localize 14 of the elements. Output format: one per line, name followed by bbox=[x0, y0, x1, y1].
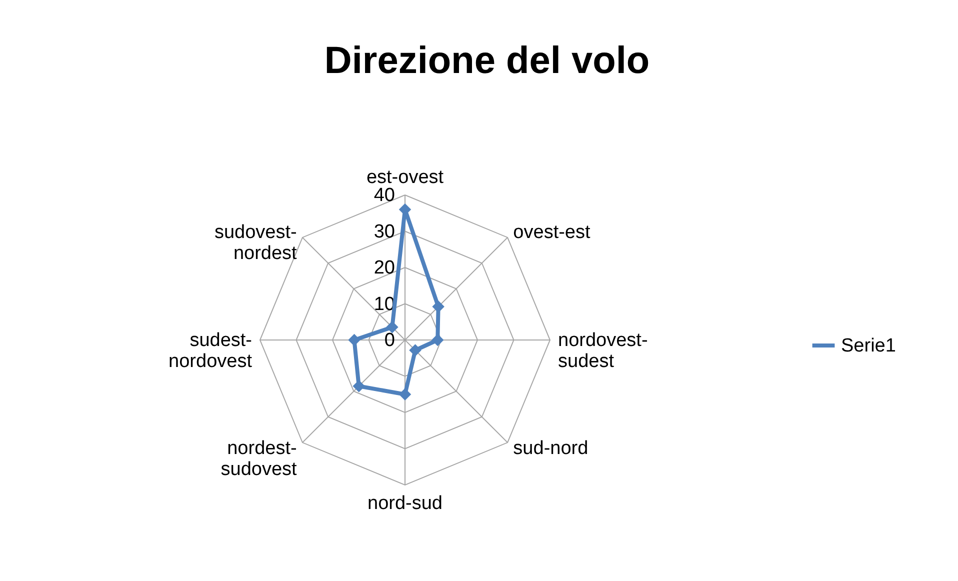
y-tick-label: 30 bbox=[374, 221, 395, 242]
spoke-label: nordovest-sudest bbox=[558, 330, 648, 372]
spoke-label: sudest-nordovest bbox=[168, 330, 253, 372]
spoke-label: est-ovest bbox=[366, 167, 444, 188]
spoke-label: ovest-est bbox=[513, 222, 591, 243]
y-tick-label: 40 bbox=[374, 185, 395, 206]
legend-label: Serie1 bbox=[841, 336, 896, 356]
y-tick-label: 20 bbox=[374, 258, 395, 278]
spoke-label: nordest-sudovest bbox=[220, 438, 298, 480]
chart-title: Direzione del volo bbox=[324, 40, 650, 82]
spoke-label: sud-nord bbox=[513, 438, 588, 460]
y-tick-label: 0 bbox=[384, 330, 395, 351]
spoke-label: nord-sud bbox=[368, 493, 442, 514]
spoke-label: sudovest-nordest bbox=[214, 222, 298, 264]
